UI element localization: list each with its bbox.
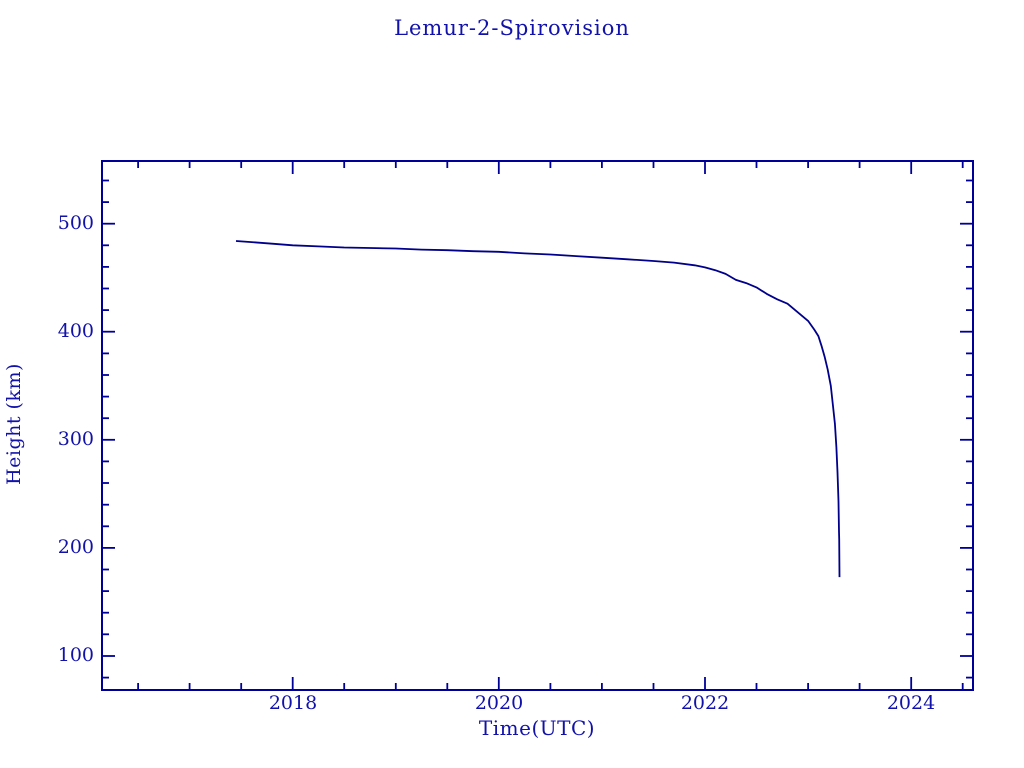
y-tick-label-200: 200 — [57, 536, 94, 558]
x-axis-title: Time(UTC) — [478, 716, 596, 740]
x-tick-label-2022: 2022 — [680, 692, 730, 714]
height-decay-curve — [235, 240, 841, 578]
plot-frame — [101, 160, 974, 691]
y-tick-label-100: 100 — [57, 644, 94, 666]
chart-title: Lemur-2-Spirovision — [394, 16, 630, 40]
x-tick-label-2024: 2024 — [886, 692, 936, 714]
y-tick-label-400: 400 — [57, 320, 94, 342]
x-tick-label-2020: 2020 — [474, 692, 524, 714]
y-tick-label-300: 300 — [57, 428, 94, 450]
y-tick-label-500: 500 — [57, 212, 94, 234]
x-tick-label-2018: 2018 — [268, 692, 318, 714]
